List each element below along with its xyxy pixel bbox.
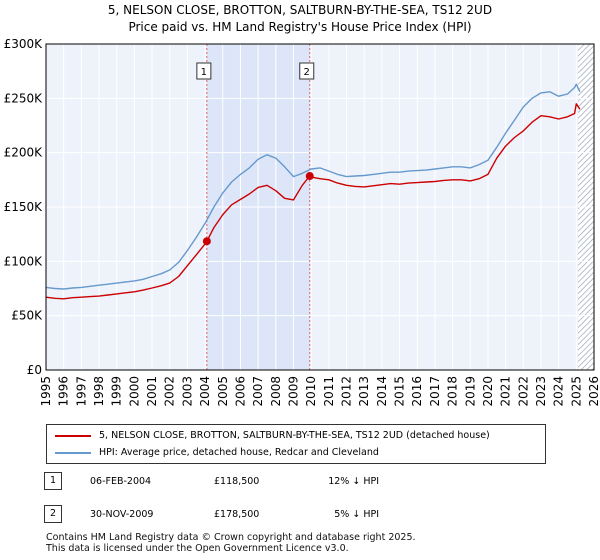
legend-label-property: 5, NELSON CLOSE, BROTTON, SALTBURN-BY-TH… bbox=[99, 430, 490, 441]
x-tick-label: 2020 bbox=[481, 376, 495, 407]
sale-number-badge: 2 bbox=[44, 505, 62, 523]
legend-line-property bbox=[55, 435, 91, 437]
x-tick-label: 2013 bbox=[357, 376, 371, 407]
x-tick-label: 2008 bbox=[269, 376, 283, 407]
legend-line-hpi bbox=[55, 452, 91, 454]
x-tick-label: 1999 bbox=[110, 376, 124, 407]
y-tick-label: £150K bbox=[4, 200, 44, 214]
sale-point bbox=[202, 237, 211, 246]
x-tick-label: 2022 bbox=[516, 376, 530, 407]
sale-marker-label: 1 bbox=[201, 67, 207, 78]
x-tick-label: 2012 bbox=[340, 376, 354, 407]
y-tick-label: £200K bbox=[4, 146, 44, 160]
x-tick-label: 2025 bbox=[569, 376, 583, 407]
y-tick-label: £100K bbox=[4, 254, 44, 268]
sale-number-badge: 1 bbox=[44, 472, 62, 490]
sale-marker-box bbox=[196, 62, 212, 80]
sale-marker-label: 2 bbox=[304, 67, 310, 78]
x-tick-label: 2005 bbox=[216, 376, 230, 407]
sale-hpi-diff: 5% ↓ HPI bbox=[334, 509, 379, 520]
sale-price: £118,500 bbox=[214, 476, 260, 487]
x-tick-label: 2023 bbox=[534, 376, 548, 407]
x-tick-label: 2002 bbox=[163, 376, 177, 407]
x-tick-label: 2026 bbox=[587, 376, 600, 407]
x-tick-label: 2021 bbox=[499, 376, 513, 407]
footer-copyright: Contains HM Land Registry data © Crown c… bbox=[46, 532, 416, 543]
x-tick-label: 2003 bbox=[180, 376, 194, 407]
x-tick-label: 2011 bbox=[322, 376, 336, 407]
y-tick-label: £0 bbox=[27, 363, 42, 377]
x-tick-label: 2006 bbox=[233, 376, 247, 407]
sale-point bbox=[305, 172, 314, 181]
legend-label-hpi: HPI: Average price, detached house, Redc… bbox=[99, 447, 379, 458]
chart-subtitle: Price paid vs. HM Land Registry's House … bbox=[128, 20, 471, 34]
plot-border bbox=[45, 43, 595, 371]
chart-title: 5, NELSON CLOSE, BROTTON, SALTBURN-BY-TH… bbox=[108, 3, 492, 17]
y-tick-label: £300K bbox=[4, 37, 44, 51]
x-tick-label: 2007 bbox=[251, 376, 265, 407]
x-tick-label: 2001 bbox=[145, 376, 159, 407]
hpi-line bbox=[45, 83, 581, 290]
x-tick-label: 2009 bbox=[286, 376, 300, 407]
sale-price: £178,500 bbox=[214, 509, 260, 520]
x-tick-label: 2010 bbox=[304, 376, 318, 407]
x-tick-label: 2017 bbox=[428, 376, 442, 407]
x-tick-label: 1995 bbox=[39, 376, 53, 407]
x-tick-label: 2019 bbox=[463, 376, 477, 407]
price-chart: 5, NELSON CLOSE, BROTTON, SALTBURN-BY-TH… bbox=[4, 3, 600, 407]
x-tick-label: 2015 bbox=[393, 376, 407, 407]
sale-date: 06-FEB-2004 bbox=[90, 476, 152, 487]
x-tick-label: 2024 bbox=[552, 376, 566, 407]
legend: 5, NELSON CLOSE, BROTTON, SALTBURN-BY-TH… bbox=[46, 424, 546, 464]
footer-licence: This data is licensed under the Open Gov… bbox=[46, 543, 349, 554]
sale-date: 30-NOV-2009 bbox=[90, 509, 154, 520]
sale-marker-box bbox=[299, 62, 315, 80]
x-tick-label: 2014 bbox=[375, 376, 389, 407]
x-tick-label: 2004 bbox=[198, 376, 212, 407]
y-tick-label: £50K bbox=[11, 309, 43, 323]
x-tick-label: 2018 bbox=[446, 376, 460, 407]
sale-hpi-diff: 12% ↓ HPI bbox=[328, 476, 379, 487]
y-tick-label: £250K bbox=[4, 91, 44, 105]
x-tick-label: 2016 bbox=[410, 376, 424, 407]
x-tick-label: 1997 bbox=[74, 376, 88, 407]
x-tick-label: 1998 bbox=[92, 376, 106, 407]
x-tick-label: 1996 bbox=[57, 376, 71, 407]
x-tick-label: 2000 bbox=[127, 376, 141, 407]
